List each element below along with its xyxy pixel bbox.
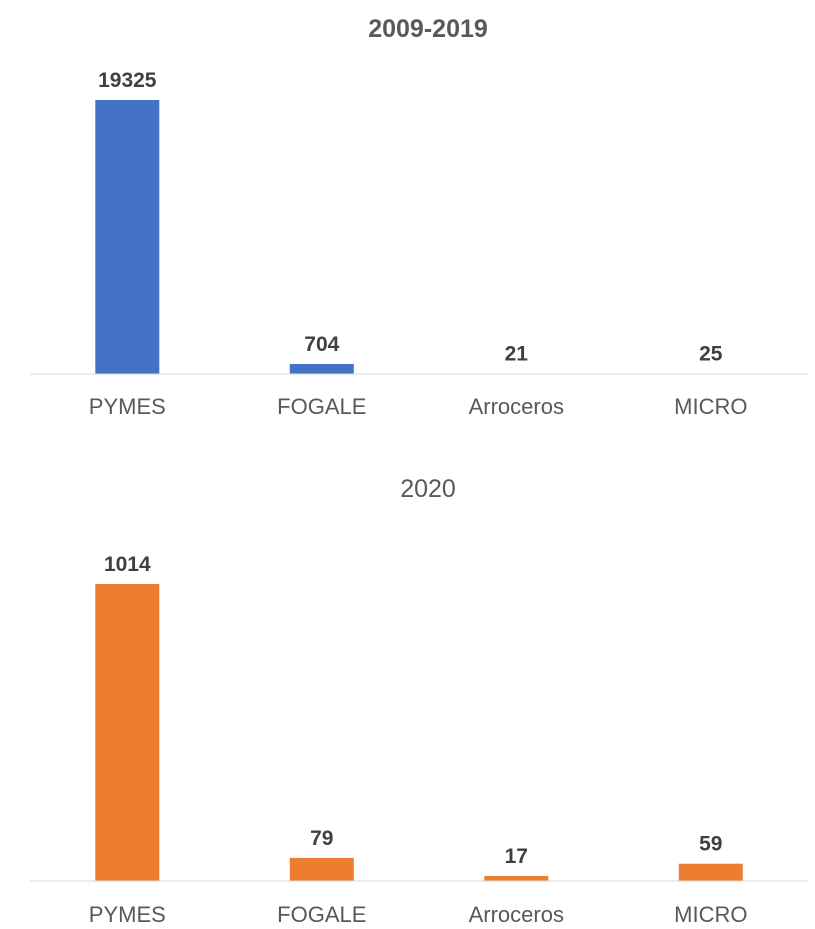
x-tick-label-arroceros: Arroceros <box>469 902 564 927</box>
data-label-fogale: 704 <box>304 333 339 356</box>
bar-group <box>95 584 743 882</box>
chart-title: 2020 <box>400 475 456 503</box>
bar-fogale <box>289 857 354 882</box>
data-label-fogale: 79 <box>310 827 333 850</box>
data-label-arroceros: 21 <box>505 343 529 366</box>
x-tick-label-pymes: PYMES <box>89 902 166 927</box>
chart-title: 2009-2019 <box>368 15 488 43</box>
data-label-arroceros: 17 <box>505 845 528 868</box>
bar-group <box>95 100 743 374</box>
bar-pymes <box>95 100 160 374</box>
data-label-group: 1014 79 17 59 <box>104 553 723 868</box>
bar-fogale <box>289 364 354 374</box>
data-label-pymes: 1014 <box>104 553 151 576</box>
x-tick-group: PYMES FOGALE Arroceros MICRO <box>89 394 748 419</box>
x-tick-label-fogale: FOGALE <box>277 902 366 927</box>
data-label-pymes: 19325 <box>98 69 157 92</box>
bar-pymes <box>95 584 160 881</box>
x-tick-label-arroceros: Arroceros <box>469 394 564 419</box>
x-tick-group: PYMES FOGALE Arroceros MICRO <box>89 902 748 927</box>
x-tick-label-fogale: FOGALE <box>277 394 366 419</box>
bar-arroceros <box>484 876 549 881</box>
x-tick-label-micro: MICRO <box>674 902 747 927</box>
chart-2020: 2020 1014 79 17 59 PYMES FOGALE Arroceros MICR… <box>30 475 808 927</box>
data-label-group: 19325 704 21 25 <box>98 69 723 366</box>
bar-micro <box>678 863 743 881</box>
x-tick-label-micro: MICRO <box>674 394 747 419</box>
data-label-micro: 59 <box>699 833 722 856</box>
data-label-micro: 25 <box>699 343 723 366</box>
x-tick-label-pymes: PYMES <box>89 394 166 419</box>
chart-2009-2019: 2009-2019 19325 704 21 25 PYMES FOGALE Arroce… <box>30 15 808 419</box>
